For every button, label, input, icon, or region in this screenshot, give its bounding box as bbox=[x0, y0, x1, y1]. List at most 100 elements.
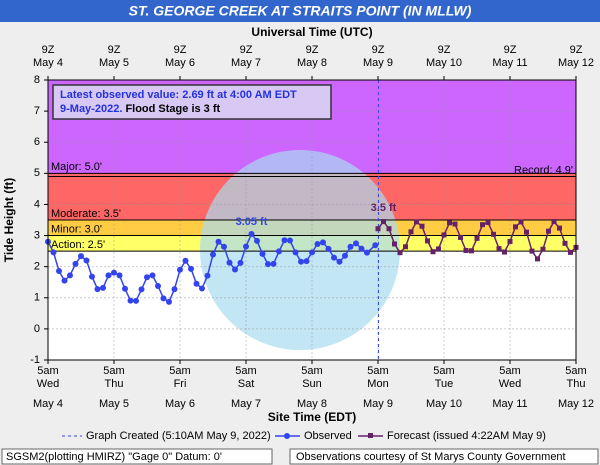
x-tick-date: May 10 bbox=[426, 398, 462, 410]
x-tick-date: May 4 bbox=[33, 398, 63, 410]
legend-marker bbox=[284, 433, 290, 439]
x-tick-date: May 7 bbox=[231, 398, 261, 410]
data-point bbox=[166, 298, 172, 305]
legend-text: Graph Created (5:10AM May 9, 2022) bbox=[86, 430, 271, 442]
data-point bbox=[171, 286, 178, 293]
x-tick-label: 5am bbox=[37, 365, 58, 377]
y-tick-label: 0 bbox=[34, 323, 40, 335]
footer-box bbox=[1, 448, 273, 465]
data-point bbox=[133, 297, 139, 304]
data-point bbox=[513, 224, 518, 230]
data-point bbox=[292, 249, 299, 256]
data-point bbox=[452, 221, 458, 227]
x-tick-weekday: Tue bbox=[435, 378, 454, 390]
data-point bbox=[436, 246, 441, 252]
data-point bbox=[562, 240, 568, 246]
x-tick-date: May 9 bbox=[363, 398, 393, 410]
y-tick-label: 2 bbox=[34, 261, 40, 273]
data-point bbox=[199, 285, 205, 292]
data-point bbox=[529, 248, 535, 254]
data-point bbox=[364, 249, 370, 256]
data-point bbox=[419, 223, 425, 229]
x-tick-weekday: Fri bbox=[174, 378, 187, 390]
data-point bbox=[540, 246, 546, 252]
info-date: 9-May-2022. bbox=[60, 103, 122, 115]
y-tick-label: 7 bbox=[34, 105, 40, 117]
info-box bbox=[52, 84, 332, 120]
x2-tick-label: 9Z bbox=[504, 44, 517, 56]
data-point bbox=[392, 241, 397, 247]
y-tick-label: 3 bbox=[34, 229, 40, 241]
data-point bbox=[469, 248, 474, 254]
threshold-label: Major: 5.0' bbox=[51, 161, 102, 173]
x-axis-label: Site Time (EDT) bbox=[268, 410, 356, 424]
annotation: 3.5 ft bbox=[371, 202, 397, 214]
data-point bbox=[56, 268, 62, 275]
data-point bbox=[177, 266, 183, 273]
threshold-label: Minor: 3.0' bbox=[51, 223, 102, 235]
data-point bbox=[303, 258, 310, 265]
data-point bbox=[265, 261, 271, 268]
y-tick-label: 1 bbox=[34, 292, 40, 304]
x-tick-weekday: Sun bbox=[302, 378, 322, 390]
x-tick-label: 5am bbox=[367, 365, 388, 377]
data-point bbox=[122, 285, 128, 292]
footer-box bbox=[289, 448, 599, 465]
plot-frame bbox=[47, 79, 577, 361]
data-point bbox=[524, 229, 529, 235]
data-point bbox=[408, 229, 414, 235]
x2-tick-label: 9Z bbox=[372, 44, 385, 56]
data-point bbox=[127, 297, 134, 304]
data-point bbox=[270, 260, 277, 267]
data-point bbox=[226, 259, 233, 266]
data-point bbox=[342, 252, 348, 259]
x-tick-weekday: Wed bbox=[37, 378, 59, 390]
data-point bbox=[535, 256, 540, 262]
data-point bbox=[155, 282, 161, 289]
info-text: 9-May-2022. Flood Stage is 3 ft bbox=[60, 103, 221, 115]
x-tick-label: 5am bbox=[433, 365, 454, 377]
data-point bbox=[193, 280, 200, 287]
data-point bbox=[221, 243, 227, 250]
record-label: Record: 4.9' bbox=[514, 164, 573, 176]
data-point bbox=[325, 245, 332, 252]
y-tick-label: 6 bbox=[34, 136, 40, 148]
x2-tick-date: May 12 bbox=[558, 57, 594, 69]
x-tick-date: May 11 bbox=[492, 398, 527, 410]
data-point bbox=[144, 274, 150, 281]
x-tick-label: 5am bbox=[499, 365, 520, 377]
data-point bbox=[372, 242, 379, 249]
data-point bbox=[61, 277, 68, 284]
data-point bbox=[441, 232, 447, 238]
x2-tick-label: 9Z bbox=[42, 44, 55, 56]
data-point bbox=[149, 272, 156, 279]
data-point bbox=[287, 237, 293, 244]
data-point bbox=[309, 249, 315, 256]
data-point bbox=[67, 272, 73, 279]
legend-marker bbox=[368, 433, 373, 438]
x2-axis-label: Universal Time (UTC) bbox=[251, 25, 372, 39]
y-tick-label: 8 bbox=[34, 74, 40, 86]
y-axis-label: Tide Height (ft) bbox=[2, 178, 16, 262]
annotation: 3.05 ft bbox=[236, 216, 268, 228]
data-point bbox=[568, 249, 573, 255]
x-tick-weekday: Mon bbox=[367, 378, 388, 390]
x-tick-date: May 8 bbox=[297, 398, 327, 410]
data-point bbox=[546, 228, 551, 234]
y-tick-label: -1 bbox=[30, 354, 40, 366]
data-point bbox=[397, 250, 403, 256]
data-point bbox=[160, 295, 167, 302]
y-tick-label: 4 bbox=[34, 198, 40, 210]
x-tick-label: 5am bbox=[301, 365, 322, 377]
data-point bbox=[551, 219, 557, 225]
x-tick-label: 5am bbox=[169, 365, 190, 377]
x2-tick-label: 9Z bbox=[570, 44, 583, 56]
threshold-label: Moderate: 3.5' bbox=[51, 208, 121, 220]
x-tick-date: May 5 bbox=[99, 398, 129, 410]
x-tick-label: 5am bbox=[103, 365, 124, 377]
footer-text: SGSM2(plotting HMIRZ) "Gage 0" Datum: 0' bbox=[6, 451, 222, 463]
x2-tick-label: 9Z bbox=[108, 44, 121, 56]
data-point bbox=[105, 272, 112, 279]
data-point bbox=[381, 219, 386, 225]
